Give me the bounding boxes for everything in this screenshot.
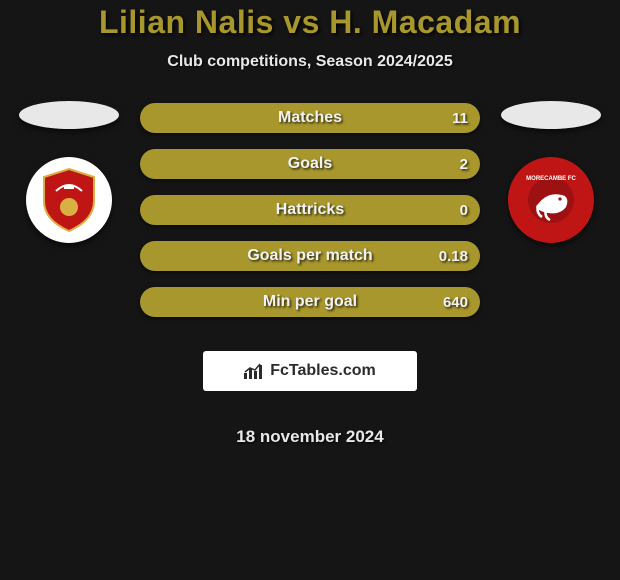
page-title: Lilian Nalis vs H. Macadam — [0, 4, 620, 41]
stat-bar: Matches11 — [140, 103, 480, 133]
brand-text: FcTables.com — [270, 362, 376, 380]
left-club-badge — [26, 157, 112, 243]
svg-text:MORECAMBE FC: MORECAMBE FC — [526, 176, 576, 182]
brand-box[interactable]: FcTables.com — [203, 351, 417, 391]
brand-chart-icon — [244, 363, 264, 379]
comparison-body: Matches11 Goals2 Hattricks0 Goals per match… — [0, 101, 620, 447]
stat-bar-fill — [140, 195, 480, 225]
stat-bar: Hattricks0 — [140, 195, 480, 225]
stat-bars: Matches11 Goals2 Hattricks0 Goals per match… — [137, 101, 483, 447]
right-club-crest-icon: MORECAMBE FC — [516, 165, 586, 235]
right-player-ellipse — [501, 101, 601, 129]
stat-bar-fill — [140, 103, 480, 133]
stat-bar-fill — [140, 149, 480, 179]
stat-bar: Goals2 — [140, 149, 480, 179]
left-player-column — [19, 101, 119, 243]
right-player-column: MORECAMBE FC — [501, 101, 601, 243]
date-text: 18 november 2024 — [236, 427, 383, 447]
subtitle: Club competitions, Season 2024/2025 — [0, 53, 620, 71]
left-club-crest-icon — [34, 165, 104, 235]
stat-bar-fill — [140, 287, 480, 317]
stat-bar: Min per goal640 — [140, 287, 480, 317]
right-club-badge: MORECAMBE FC — [508, 157, 594, 243]
stat-bar: Goals per match0.18 — [140, 241, 480, 271]
left-player-ellipse — [19, 101, 119, 129]
root: Lilian Nalis vs H. Macadam Club competit… — [0, 0, 620, 447]
stat-bar-fill — [140, 241, 480, 271]
